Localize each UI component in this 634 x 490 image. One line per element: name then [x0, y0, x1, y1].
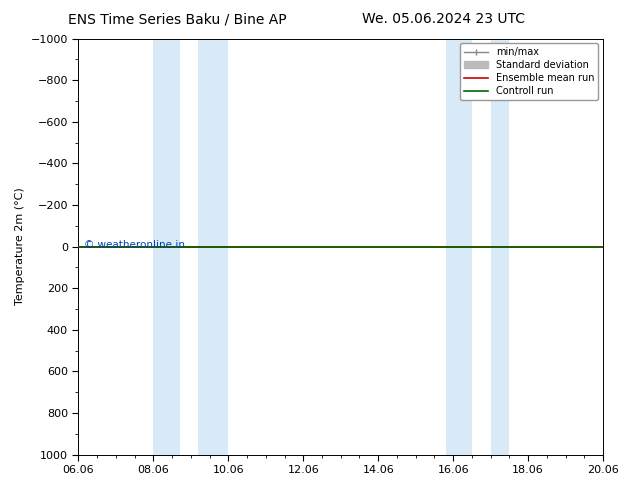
Text: ENS Time Series Baku / Bine AP: ENS Time Series Baku / Bine AP [68, 12, 287, 26]
Bar [446, 39, 472, 455]
Text: We. 05.06.2024 23 UTC: We. 05.06.2024 23 UTC [362, 12, 526, 26]
Y-axis label: Temperature 2m (°C): Temperature 2m (°C) [15, 188, 25, 305]
Legend: min/max, Standard deviation, Ensemble mean run, Controll run: min/max, Standard deviation, Ensemble me… [460, 44, 598, 100]
Text: © weatheronline.in: © weatheronline.in [84, 240, 184, 249]
Bar [491, 39, 509, 455]
Bar [198, 39, 228, 455]
Bar [153, 39, 179, 455]
